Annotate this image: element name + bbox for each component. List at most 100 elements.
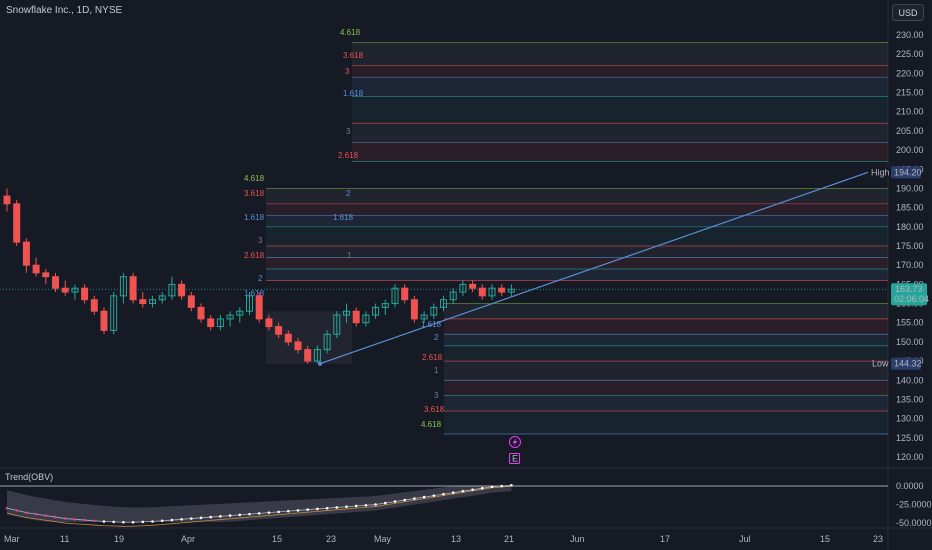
candle-body [459,283,467,293]
candle-body [207,318,215,328]
currency-button[interactable]: USD [892,4,924,21]
obv-point [432,494,436,497]
fib-zone [352,77,888,97]
candle-body [343,310,350,316]
obv-point [151,520,154,523]
fib-zone [266,269,888,281]
time-tick-label: Apr [181,534,195,544]
fib-zone [352,96,888,124]
obv-point [277,510,280,514]
high-tag-label: High [871,167,890,177]
price-tick-label: 130.00 [896,414,924,424]
candle-body [440,299,447,308]
candle-body [158,295,166,301]
price-tick-label: 200.00 [896,145,924,155]
price-tick-label: 225.00 [896,49,924,59]
fib-level-label: 1 [347,251,352,260]
trend-line[interactable] [318,171,869,366]
trend-line-segment[interactable] [319,171,869,365]
time-tick-label: 17 [660,534,670,544]
low-value: 144.32 [894,359,922,369]
high-value-tag[interactable] [891,166,921,179]
indicator-label[interactable]: Trend(OBV) [5,472,54,482]
obv-tick-label: -50.0000 [896,518,932,528]
candle-body [187,295,195,308]
price-tick-label: 135.00 [896,394,924,404]
obv-point [83,518,86,522]
trend-line-anchor[interactable] [318,361,322,366]
candle-body [246,295,253,312]
obv-average-line [6,485,512,527]
bar-countdown: 02:06:04 [894,294,929,304]
fib-level-label: 2 [434,333,439,342]
low-value-tag[interactable] [891,357,921,370]
candle-body [381,303,389,308]
price-tick-label: 155.00 [896,318,924,328]
candle-body [90,299,98,312]
candle-body [391,287,399,305]
fib-zone [444,345,888,362]
last-price-tag[interactable] [891,283,927,306]
fib-level-label: 4.618 [244,174,265,183]
candle-body [178,283,186,297]
fib-zone [444,318,888,335]
candle-body [294,341,302,351]
earnings-icon[interactable] [509,453,520,464]
price-tick-label: 210.00 [896,107,924,117]
fibonacci-extensions[interactable]: 4.618 3.618 3 1.618 3 2.618 4.618 3.618 2 1.618 1.… [0,28,888,435]
fib-level-label: 1.618 [343,89,364,98]
time-tick-label: 21 [504,534,514,544]
fib-zone [266,226,888,246]
high-tag-bg [868,166,890,179]
candle-body [119,276,127,297]
candle-body [333,314,341,335]
obv-point [384,501,387,505]
obv-point [354,504,358,508]
candle-body [168,283,176,297]
event-markers[interactable]: E [509,436,521,464]
obv-point [325,506,329,510]
candle-body [284,333,292,343]
obv-point [5,506,9,510]
candle-body [255,295,263,320]
obv-point [490,485,494,489]
obv-point [413,497,416,500]
fib-zone [352,42,888,66]
obv-point [510,483,513,487]
time-tick-label: 11 [60,534,69,544]
price-tick-label: 190.00 [896,183,924,193]
price-tick-label: 140.00 [896,375,924,385]
time-axis[interactable]: Mar 11 19 Apr 15 23 May 13 21 Jun 17 Jul 15 23 [4,534,883,544]
time-tick-label: Jul [739,534,751,544]
obv-point [364,503,368,507]
obv-point [248,512,251,516]
fib-level-label: 3.618 [343,51,364,60]
low-tag-label: Low [872,359,889,369]
candle-body [449,291,457,301]
fib-level-label: 3 [434,391,439,400]
fib-level-label: 2.618 [244,251,265,260]
obv-indicator[interactable] [0,483,888,527]
fib-zone [352,142,888,162]
fib-level-label: 3 [258,236,263,245]
time-tick-label: 13 [451,534,461,544]
flash-icon[interactable] [509,436,521,448]
time-tick-label: 15 [820,534,830,544]
fib-zone [444,380,888,396]
fib-zone [444,361,888,381]
obv-point [471,488,474,492]
obv-point [374,503,377,506]
obv-point [316,507,319,511]
obv-point [15,509,18,512]
obv-point [25,511,28,514]
fib-level-label: 2.618 [338,151,359,160]
candle-body [100,310,108,331]
fib-zone [352,123,888,143]
candle-body [401,287,409,301]
obv-point [393,500,397,503]
candle-body [469,283,477,289]
obv-point [160,519,164,523]
price-tick-label: 215.00 [896,88,924,98]
price-axis[interactable]: 230.00 225.00 220.00 215.00 210.00 205.00 200.… [868,30,929,462]
